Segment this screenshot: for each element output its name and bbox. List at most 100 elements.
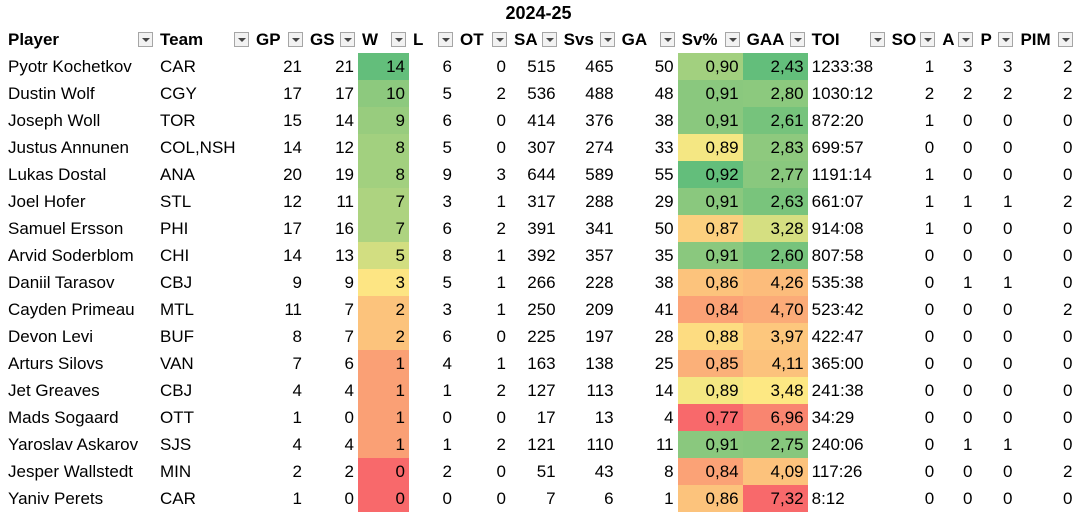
cell-pim: 0: [1063, 326, 1073, 346]
cell-svs: 209: [585, 299, 614, 319]
column-header-gs: GS: [306, 26, 358, 53]
filter-dropdown-icon[interactable]: [234, 32, 249, 47]
cell-svp: 0,86: [677, 269, 743, 296]
cell-so: 0: [924, 407, 935, 427]
cell-ga: 41: [654, 299, 674, 319]
cell-player: Joel Hofer: [8, 191, 86, 211]
cell-gp: 7: [292, 353, 302, 373]
cell-ga: 14: [654, 380, 674, 400]
cell-gs: 7: [344, 299, 354, 319]
filter-dropdown-icon[interactable]: [492, 32, 507, 47]
filter-dropdown-icon[interactable]: [541, 32, 557, 47]
filter-dropdown-icon[interactable]: [789, 32, 805, 47]
cell-player: Pyotr Kochetkov: [8, 56, 132, 76]
cell-l: 6: [442, 110, 452, 130]
column-header-label: L: [413, 29, 424, 49]
cell-ot: 2: [496, 380, 506, 400]
cell-a: 1: [963, 272, 973, 292]
cell-ga: 55: [654, 164, 674, 184]
filter-dropdown-icon[interactable]: [138, 32, 153, 47]
cell-svp: 0,91: [677, 107, 743, 134]
table-row: Devon Levi BUF 8 7 2 6 0 225 197 28 0,88 3,97 422:47…: [4, 323, 1076, 350]
cell-svp: 0,77: [677, 404, 743, 431]
filter-dropdown-icon[interactable]: [340, 32, 355, 47]
cell-p: 0: [1003, 299, 1013, 319]
cell-toi: 699:57: [811, 137, 864, 157]
cell-sa: 121: [527, 434, 556, 454]
cell-p: 1: [1003, 191, 1013, 211]
cell-team: PHI: [160, 218, 189, 238]
filter-dropdown-icon[interactable]: [958, 32, 974, 47]
cell-sa: 307: [527, 137, 556, 157]
table-row: Jet Greaves CBJ 4 4 1 1 2 127 113 14 0,89 3,48 241:3…: [4, 377, 1076, 404]
cell-pim: 0: [1063, 218, 1073, 238]
cell-a: 0: [963, 326, 973, 346]
cell-ot: 1: [496, 245, 506, 265]
filter-dropdown-icon[interactable]: [438, 32, 453, 47]
cell-svp: 0,86: [677, 485, 743, 512]
cell-gs: 0: [344, 407, 354, 427]
cell-player: Dustin Wolf: [8, 83, 95, 103]
table-row: Justus Annunen COL,NSH 14 12 8 5 0 307 274 33 0,89…: [4, 134, 1076, 161]
cell-gs: 12: [335, 137, 354, 157]
cell-player: Mads Sogaard: [8, 407, 119, 427]
cell-team: CBJ: [160, 380, 193, 400]
cell-p: 0: [1003, 218, 1013, 238]
table-row: Lukas Dostal ANA 20 19 8 9 3 644 589 55 0,92 2,77 11…: [4, 161, 1076, 188]
table-row: Yaniv Perets CAR 1 0 0 0 0 7 6 1 0,86 7,32 8:12 0 0 0 0: [4, 485, 1076, 512]
cell-p: 0: [1003, 326, 1013, 346]
column-header-gp: GP: [252, 26, 306, 53]
cell-ga: 48: [654, 83, 674, 103]
cell-so: 1: [924, 191, 935, 211]
cell-svs: 197: [585, 326, 614, 346]
filter-dropdown-icon[interactable]: [659, 32, 675, 47]
cell-player: Daniil Tarasov: [8, 272, 115, 292]
cell-w: 5: [358, 242, 409, 269]
cell-gaa: 2,75: [742, 431, 808, 458]
filter-dropdown-icon[interactable]: [599, 32, 615, 47]
cell-player: Yaniv Perets: [8, 488, 104, 508]
filter-dropdown-icon[interactable]: [869, 32, 885, 47]
cell-l: 5: [442, 83, 452, 103]
filter-dropdown-icon[interactable]: [1058, 32, 1074, 47]
column-header-label: GS: [310, 29, 335, 49]
column-header-gaa: GAA: [743, 26, 808, 53]
cell-so: 0: [924, 461, 935, 481]
cell-team: CBJ: [160, 272, 193, 292]
cell-player: Yaroslav Askarov: [8, 434, 139, 454]
cell-svp: 0,92: [677, 161, 743, 188]
cell-a: 0: [963, 380, 973, 400]
filter-dropdown-icon[interactable]: [288, 32, 303, 47]
cell-gaa: 7,32: [742, 485, 808, 512]
cell-ga: 4: [664, 407, 674, 427]
cell-ga: 35: [654, 245, 674, 265]
filter-dropdown-icon[interactable]: [391, 32, 406, 47]
cell-pim: 0: [1063, 164, 1073, 184]
cell-gp: 20: [283, 164, 302, 184]
table-row: Joel Hofer STL 12 11 7 3 1 317 288 29 0,91 2,63 661:…: [4, 188, 1076, 215]
column-header-l: L: [409, 26, 456, 53]
cell-a: 0: [963, 299, 973, 319]
cell-pim: 0: [1063, 110, 1073, 130]
cell-p: 0: [1003, 380, 1013, 400]
filter-dropdown-icon[interactable]: [724, 32, 740, 47]
cell-svp: 0,91: [677, 188, 743, 215]
cell-gaa: 6,96: [742, 404, 808, 431]
cell-p: 1: [1003, 434, 1013, 454]
cell-ot: 3: [496, 164, 506, 184]
cell-so: 0: [924, 326, 935, 346]
cell-ga: 1: [664, 488, 674, 508]
cell-sa: 414: [527, 110, 556, 130]
cell-team: COL,NSH: [160, 137, 236, 157]
cell-ot: 0: [496, 461, 506, 481]
cell-svs: 465: [585, 56, 614, 76]
cell-ga: 8: [664, 461, 674, 481]
cell-gs: 16: [335, 218, 354, 238]
cell-sa: 515: [527, 56, 556, 76]
cell-gs: 17: [335, 83, 354, 103]
filter-dropdown-icon[interactable]: [920, 32, 936, 47]
cell-a: 0: [963, 164, 973, 184]
filter-dropdown-icon[interactable]: [998, 32, 1014, 47]
cell-gaa: 4,26: [742, 269, 808, 296]
cell-ot: 0: [496, 110, 506, 130]
